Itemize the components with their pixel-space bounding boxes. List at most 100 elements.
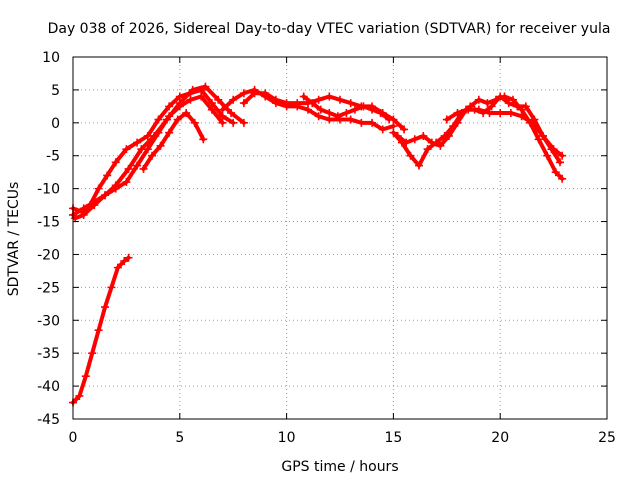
data-point [186,95,195,104]
series-trace-11 [442,105,567,160]
data-point [229,95,238,104]
data-point [190,118,199,127]
data-point [101,191,110,200]
data-point [333,112,342,121]
y-tick-label: -40 [37,379,60,395]
data-point [474,105,483,114]
data-point [378,125,387,134]
data-point [556,158,565,167]
data-point [558,174,567,183]
data-point [261,89,270,98]
data-point [239,99,248,108]
x-tick-label: 0 [69,430,78,446]
data-point [357,118,366,127]
series-line [141,110,206,171]
axis-ticks [72,56,608,420]
data-point [464,105,473,114]
data-point [120,257,129,266]
data-point [543,151,552,160]
data-point [549,145,558,154]
y-tick-label: -5 [46,149,60,165]
data-point [504,99,513,108]
y-tick-label: -15 [37,215,60,231]
data-point [165,102,174,111]
y-tick-label: -30 [37,313,60,329]
data-point [453,108,462,117]
data-point [165,128,174,137]
data-point [88,349,97,358]
data-series [69,82,567,407]
data-point [113,263,122,272]
series-trace-2 [69,85,238,216]
y-tick-label: 0 [51,116,60,132]
series-trace-6 [218,85,398,134]
data-point [90,197,99,206]
data-point [154,128,163,137]
data-point [521,102,530,111]
data-point [483,99,492,108]
data-point [346,115,355,124]
data-point [496,108,505,117]
data-point [314,95,323,104]
plot-frame [72,56,608,420]
data-point [496,92,505,101]
data-point [359,102,368,111]
data-point [218,105,227,114]
data-point [415,161,424,170]
data-point [517,112,526,121]
data-point [175,102,184,111]
data-point [111,184,120,193]
data-point [94,326,103,335]
y-tick-label: -10 [37,182,60,198]
data-point [376,108,385,117]
data-point [94,184,103,193]
data-point [271,95,280,104]
data-point [509,95,518,104]
data-point [487,102,496,111]
data-point [143,145,152,154]
data-point [325,92,334,101]
data-point [133,161,142,170]
data-point [423,145,432,154]
data-point [350,105,359,114]
data-point [453,118,462,127]
data-point [393,131,402,140]
data-point [336,95,344,104]
data-point [528,118,537,127]
data-point [197,92,206,101]
data-point [316,105,325,114]
data-point [293,99,302,108]
x-tick-label: 25 [598,430,616,446]
y-tick-label: -45 [37,412,60,428]
data-point [474,95,483,104]
data-point [282,99,291,108]
grid-lines [73,57,607,419]
data-point [406,151,415,160]
data-point [139,164,148,173]
x-tick-labels: 0 5 10 15 20 25 [69,430,616,446]
data-point [101,303,110,312]
data-point [182,108,191,117]
data-point [534,135,543,144]
data-point [346,99,355,108]
data-point [538,131,547,140]
data-point [207,105,216,114]
data-point [188,85,197,94]
data-point [485,108,494,117]
y-tick-label: -25 [37,280,60,296]
data-point [368,118,377,127]
data-point [342,108,351,117]
data-point [558,151,567,160]
data-point [156,141,165,150]
y-tick-label: 5 [51,83,60,99]
data-point [308,99,317,108]
data-point [122,178,131,187]
data-point [325,108,334,117]
data-point [385,115,394,124]
data-point [107,283,116,292]
y-tick-label: 10 [42,50,60,66]
data-point [410,135,419,144]
data-point [103,171,112,180]
